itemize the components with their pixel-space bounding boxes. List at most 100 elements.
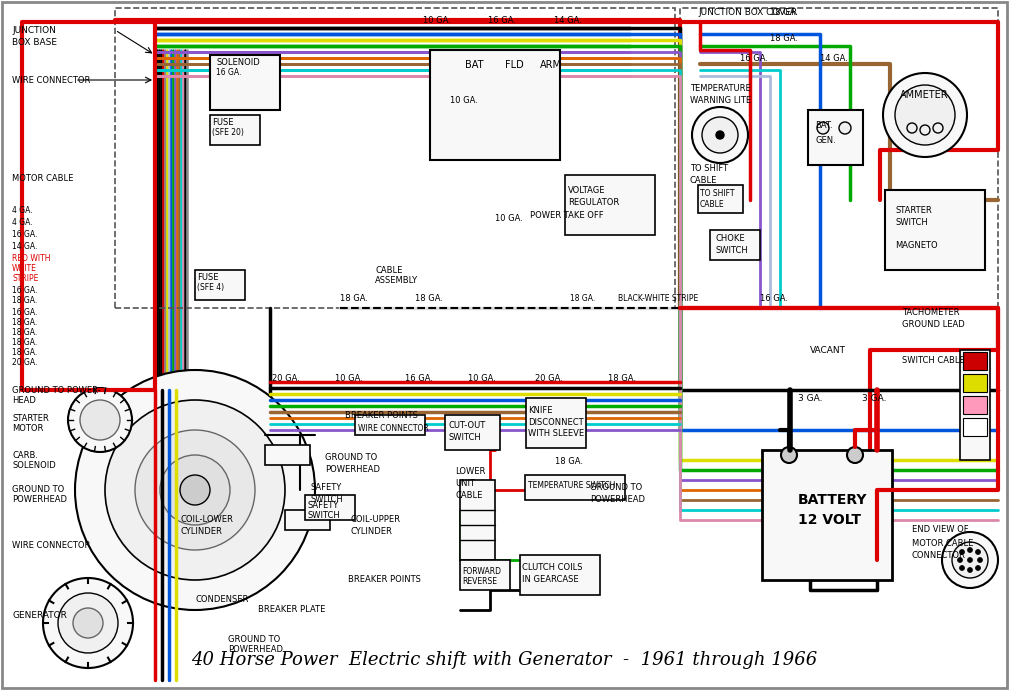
Text: 18 GA.: 18 GA. [555, 457, 583, 466]
Text: BREAKER POINTS: BREAKER POINTS [345, 411, 418, 420]
Text: 18 GA.: 18 GA. [12, 328, 37, 337]
Circle shape [781, 447, 797, 463]
Text: SAFETY: SAFETY [310, 484, 341, 493]
Text: BAT.: BAT. [815, 121, 832, 130]
Text: CHOKE: CHOKE [715, 233, 745, 242]
Text: POWERHEAD: POWERHEAD [12, 495, 67, 504]
Text: HEAD: HEAD [12, 395, 36, 404]
Text: 40 Horse Power  Electric shift with Generator  -  1961 through 1966: 40 Horse Power Electric shift with Gener… [191, 651, 817, 669]
Text: GROUND TO POWER-: GROUND TO POWER- [12, 386, 101, 395]
Bar [963, 396, 987, 414]
Text: UNIT: UNIT [455, 480, 475, 489]
Text: COIL-UPPER: COIL-UPPER [350, 515, 400, 524]
Text: REGULATOR: REGULATOR [568, 197, 620, 206]
Text: FUSE: FUSE [197, 273, 219, 282]
Text: 10 GA.: 10 GA. [468, 373, 495, 382]
Text: ARM: ARM [540, 60, 562, 70]
Text: FLD: FLD [504, 60, 524, 70]
Text: 14 GA.: 14 GA. [12, 241, 37, 250]
Bar [762, 450, 892, 580]
Text: TEMPERATURE: TEMPERATURE [690, 83, 751, 92]
Circle shape [702, 117, 738, 153]
Bar [520, 555, 600, 595]
Bar [210, 115, 260, 145]
Text: MAGNETO: MAGNETO [895, 241, 937, 250]
Circle shape [847, 447, 863, 463]
Circle shape [73, 608, 103, 638]
Bar [680, 8, 998, 308]
Circle shape [817, 122, 829, 134]
Circle shape [160, 455, 230, 525]
Text: VOLTAGE: VOLTAGE [568, 186, 605, 195]
Text: POWERHEAD: POWERHEAD [228, 646, 283, 655]
Text: CABLE: CABLE [375, 266, 403, 275]
Text: 18 GA.: 18 GA. [12, 295, 37, 304]
Circle shape [692, 107, 748, 163]
Bar [963, 352, 987, 370]
Text: MOTOR CABLE: MOTOR CABLE [12, 173, 74, 182]
Text: CABLE: CABLE [690, 175, 717, 184]
Text: FUSE: FUSE [212, 117, 233, 126]
Text: CABLE: CABLE [455, 491, 482, 500]
Circle shape [75, 370, 315, 610]
Text: TEMPERATURE SWITCH: TEMPERATURE SWITCH [528, 480, 615, 489]
Text: POWERHEAD: POWERHEAD [590, 495, 645, 504]
Circle shape [180, 475, 210, 505]
Bar [285, 510, 330, 530]
Text: 16 GA.: 16 GA. [488, 15, 516, 25]
Text: 20 GA.: 20 GA. [272, 373, 300, 382]
Text: 10 GA.: 10 GA. [335, 373, 363, 382]
Bar [265, 445, 310, 465]
Bar [430, 50, 560, 160]
Text: 14 GA.: 14 GA. [554, 15, 582, 25]
Text: JUNCTION: JUNCTION [12, 26, 55, 34]
Text: 18 GA.: 18 GA. [770, 34, 798, 43]
Bar [460, 480, 495, 560]
Text: 18 GA.: 18 GA. [12, 317, 37, 326]
Bar [963, 418, 987, 436]
Bar [710, 230, 760, 260]
Circle shape [895, 85, 955, 145]
Bar [960, 350, 990, 460]
Circle shape [105, 400, 285, 580]
Text: 16 GA.: 16 GA. [12, 230, 37, 239]
Text: GROUND TO: GROUND TO [228, 635, 281, 644]
Text: POWER TAKE OFF: POWER TAKE OFF [530, 210, 603, 219]
Text: RED WITH: RED WITH [12, 253, 50, 262]
Text: 3 GA.: 3 GA. [798, 393, 822, 402]
Text: 10 GA.: 10 GA. [450, 95, 478, 104]
Text: 18 GA.: 18 GA. [608, 373, 636, 382]
Circle shape [952, 542, 988, 578]
Text: 18 GA.: 18 GA. [770, 8, 798, 17]
Text: 18 GA.: 18 GA. [340, 293, 368, 302]
Text: 3 GA.: 3 GA. [862, 393, 887, 402]
Text: TACHOMETER: TACHOMETER [902, 308, 960, 317]
Text: MOTOR CABLE: MOTOR CABLE [912, 538, 974, 547]
Text: SWITCH: SWITCH [715, 246, 748, 255]
Circle shape [958, 558, 963, 562]
Text: SAFETY: SAFETY [307, 500, 338, 509]
Text: 18 GA.: 18 GA. [570, 293, 595, 302]
Text: STRIPE: STRIPE [12, 273, 38, 282]
Text: GROUND LEAD: GROUND LEAD [902, 319, 965, 328]
Text: 18 GA.: 18 GA. [415, 293, 443, 302]
Text: DISCONNECT: DISCONNECT [528, 417, 583, 426]
Text: MOTOR: MOTOR [12, 424, 43, 433]
Bar [210, 55, 281, 110]
Circle shape [960, 549, 965, 555]
Circle shape [80, 400, 120, 440]
Text: 4 GA.: 4 GA. [12, 206, 32, 215]
Text: REVERSE: REVERSE [462, 578, 497, 586]
Bar [355, 415, 425, 435]
Circle shape [58, 593, 118, 653]
Circle shape [968, 567, 973, 573]
Text: WIRE CONNECTOR: WIRE CONNECTOR [12, 75, 91, 84]
Text: GEN.: GEN. [815, 135, 835, 144]
Bar [526, 398, 586, 448]
Text: CARB.: CARB. [12, 451, 38, 460]
Text: WARNING LITE: WARNING LITE [690, 95, 751, 104]
Text: 16 GA.: 16 GA. [12, 286, 37, 295]
Bar [195, 270, 245, 300]
Text: SOLENOID: SOLENOID [12, 460, 55, 469]
Text: WIRE CONNECTOR: WIRE CONNECTOR [12, 540, 91, 549]
